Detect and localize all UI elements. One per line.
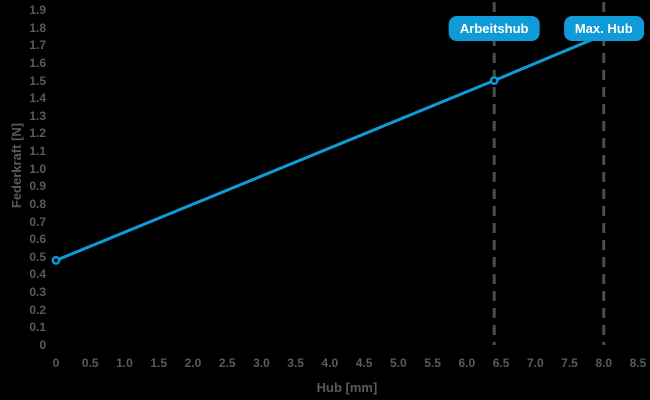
x-tick-label: 6.5 (492, 356, 510, 370)
x-tick-label: 1.0 (116, 356, 133, 370)
y-tick-label: 0.1 (29, 320, 46, 335)
y-tick-label: 1.2 (29, 126, 46, 141)
y-tick-label: 0.5 (29, 249, 46, 264)
x-axis-title: Hub [mm] (316, 380, 378, 395)
y-tick-label: 1.7 (29, 38, 46, 53)
x-tick-label: 7.0 (526, 356, 544, 370)
y-tick-label: 1.4 (29, 91, 46, 106)
x-tick-label: 3.0 (253, 356, 270, 370)
annotation-badge-arbeitshub: Arbeitshub (448, 16, 540, 41)
x-tick-label: 7.5 (561, 356, 578, 370)
y-tick-label: 0.2 (29, 302, 46, 317)
x-tick-label: 3.5 (287, 356, 304, 370)
y-tick-label: 0.8 (29, 196, 46, 211)
x-tick-label: 4.0 (321, 356, 339, 370)
x-tick-label: 5.5 (424, 356, 441, 370)
y-tick-label: 1.8 (29, 20, 46, 35)
x-tick-label: 5.0 (390, 356, 407, 370)
y-tick-label: 0.6 (29, 232, 46, 247)
data-point-marker (51, 255, 61, 265)
annotation-badge-max-hub: Max. Hub (563, 16, 644, 41)
y-tick-label: 1.9 (29, 3, 46, 17)
y-tick-label: 0.3 (29, 285, 46, 300)
x-tick-label: 4.5 (355, 356, 373, 370)
y-tick-label: 1.6 (29, 55, 46, 70)
y-tick-label: 1.1 (29, 144, 46, 159)
y-tick-label: 1.5 (29, 73, 46, 88)
x-tick-label: 0.5 (81, 356, 99, 370)
x-tick-label: 8.5 (629, 356, 647, 370)
y-tick-label: 0.9 (29, 179, 46, 194)
y-tick-label: 0.4 (29, 267, 46, 282)
x-tick-label: 8.0 (595, 356, 613, 370)
spring-force-line (55, 33, 605, 262)
x-tick-label: 1.5 (150, 356, 168, 370)
x-tick-label: 2.0 (184, 356, 202, 370)
x-tick-label: 6.0 (458, 356, 476, 370)
y-tick-label: 1.0 (29, 161, 46, 176)
data-point-marker (489, 76, 499, 85)
y-tick-label: 0.7 (29, 214, 46, 229)
x-tick-label: 2.5 (218, 356, 236, 370)
x-tick-label: 0 (52, 356, 60, 370)
y-tick-label: 1.3 (29, 108, 46, 123)
y-tick-label: 0 (39, 338, 46, 352)
